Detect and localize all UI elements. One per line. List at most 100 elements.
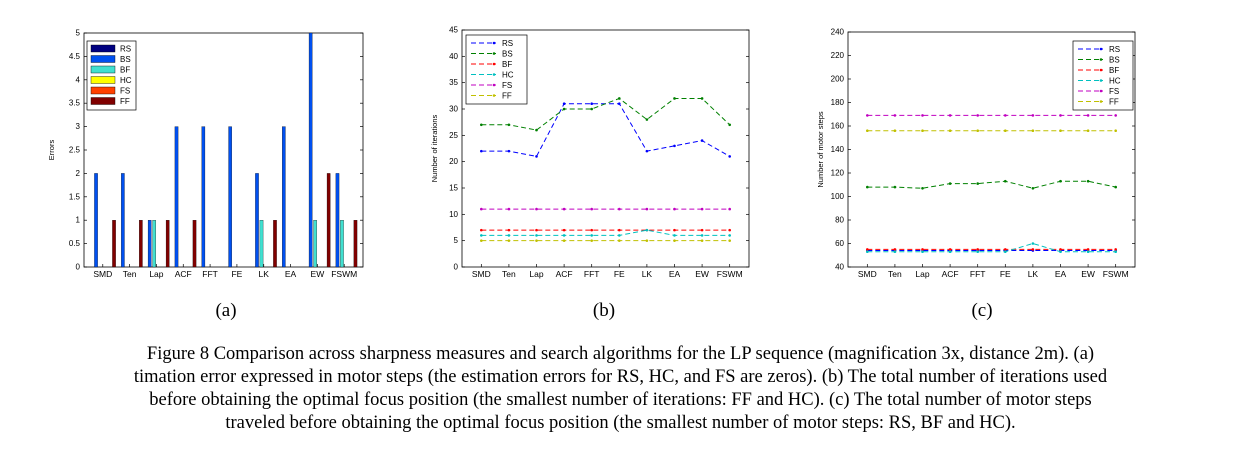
chart-a-ytick-label: 1 bbox=[76, 216, 81, 225]
chart-b-point bbox=[590, 228, 594, 232]
chart-b-point bbox=[535, 128, 538, 132]
chart-c-xtick-label: EA bbox=[1055, 269, 1067, 279]
chart-b-point bbox=[590, 234, 594, 237]
chart-b-series-line bbox=[481, 229, 730, 236]
chart-a-ytick-label: 0 bbox=[76, 263, 81, 272]
chart-b-point bbox=[700, 139, 704, 142]
chart-c-point bbox=[893, 114, 897, 117]
chart-a-legend-swatch bbox=[90, 86, 116, 95]
chart-c-point bbox=[1114, 129, 1117, 132]
chart-c-point bbox=[948, 248, 952, 251]
chart-c-ytick-label: 80 bbox=[835, 216, 844, 225]
chart-a-bar bbox=[201, 126, 206, 268]
chart-b-frame bbox=[461, 29, 750, 268]
chart-c-point bbox=[921, 129, 924, 132]
chart-b-point bbox=[507, 149, 511, 153]
chart-c-point bbox=[921, 114, 924, 117]
chart-a-bar bbox=[273, 220, 277, 268]
chart-a-bar bbox=[282, 126, 286, 268]
chart-b-legend-box bbox=[465, 34, 528, 105]
chart-b-point bbox=[645, 239, 649, 242]
chart-a-bar bbox=[340, 220, 344, 268]
chart-b-point bbox=[645, 228, 649, 232]
chart-b-point bbox=[590, 207, 594, 211]
chart-c-point bbox=[1031, 114, 1035, 117]
chart-b-point bbox=[617, 234, 621, 237]
chart-c-xtick-label: SMD bbox=[858, 269, 877, 279]
chart-a-ytick-label: 5 bbox=[76, 29, 81, 38]
chart-a-xtick-label: FE bbox=[231, 269, 242, 279]
chart-a-legend-swatch bbox=[90, 76, 116, 84]
chart-c-point bbox=[1114, 250, 1117, 254]
chart-b-point bbox=[617, 228, 621, 232]
chart-c-legend-box bbox=[1072, 40, 1134, 111]
chart-a-xtick-label: SMD bbox=[93, 269, 112, 279]
chart-b-point bbox=[590, 239, 594, 242]
chart-a-bar bbox=[165, 220, 170, 268]
chart-b-point bbox=[480, 123, 483, 127]
chart-b-point bbox=[507, 228, 511, 232]
chart-c-xtick-label: FSWM bbox=[1103, 269, 1129, 279]
chart-c-ylabel: Number of motor steps bbox=[816, 111, 825, 188]
chart-c-legend-label: HC bbox=[1109, 77, 1121, 86]
chart-b-point bbox=[535, 234, 538, 237]
chart-a-ytick-label: 0.5 bbox=[69, 239, 81, 248]
chart-a-xtick-label: EA bbox=[285, 269, 297, 279]
chart-b-point bbox=[700, 239, 704, 242]
chart-c-point bbox=[1059, 248, 1062, 251]
chart-b-point bbox=[590, 107, 594, 111]
chart-c-ytick-label: 60 bbox=[835, 239, 844, 248]
chart-a-errors: 0 0.5 1 1.5 2 2.5 3 3.5 4 4.5 5 Errors SMD Ten Lap ACF F… bbox=[47, 26, 1136, 279]
chart-b-point bbox=[562, 228, 566, 232]
chart-a-bar bbox=[335, 173, 340, 268]
chart-b-ytick-label: 40 bbox=[449, 52, 458, 61]
chart-b-point bbox=[535, 228, 538, 232]
chart-a-bar bbox=[121, 173, 125, 268]
chart-b-point bbox=[562, 207, 566, 211]
chart-b-point bbox=[507, 239, 511, 242]
chart-b-xtick-label: FSWM bbox=[717, 269, 743, 279]
chart-c-ytick-label: 200 bbox=[831, 75, 845, 84]
chart-b-xtick-label: ACF bbox=[556, 269, 573, 279]
chart-b-point bbox=[617, 97, 621, 100]
chart-b-xtick-label: Lap bbox=[529, 269, 543, 279]
chart-c-legend-label: RS bbox=[1109, 45, 1120, 54]
chart-a-bar bbox=[152, 220, 156, 268]
caption-line: timation error expressed in motor steps … bbox=[133, 367, 1108, 387]
chart-c-ytick-label: 40 bbox=[835, 263, 844, 272]
chart-b-point bbox=[645, 118, 649, 121]
chart-a-legend-label: RS bbox=[120, 45, 131, 54]
chart-c-point bbox=[1031, 186, 1035, 190]
chart-c-point bbox=[1059, 179, 1062, 183]
chart-a-xtick-label: Lap bbox=[149, 269, 163, 279]
chart-a-ytick-label: 1.5 bbox=[69, 192, 81, 201]
chart-a-ytick-label: 2.5 bbox=[69, 146, 81, 155]
chart-c-point bbox=[1003, 114, 1007, 117]
chart-b-legend-label: FS bbox=[502, 81, 512, 90]
chart-c-legend-marker bbox=[1099, 89, 1103, 93]
chart-c-point bbox=[1086, 250, 1090, 254]
chart-a-bar bbox=[255, 173, 259, 268]
chart-b-point bbox=[673, 97, 676, 100]
chart-a-bar bbox=[228, 126, 232, 268]
chart-c-point bbox=[1031, 242, 1035, 245]
chart-c-point bbox=[1086, 248, 1090, 251]
chart-c-point bbox=[976, 114, 980, 117]
chart-b-ytick-label: 0 bbox=[454, 263, 459, 272]
chart-b-ytick-label: 10 bbox=[449, 210, 458, 219]
chart-b-point bbox=[673, 234, 676, 237]
chart-c-xtick-label: EW bbox=[1081, 269, 1095, 279]
chart-a-xtick-label: LK bbox=[259, 269, 270, 279]
chart-c-point bbox=[1031, 129, 1035, 132]
chart-b-ytick-label: 15 bbox=[449, 184, 458, 193]
chart-c-legend-marker bbox=[1099, 58, 1103, 61]
chart-c-legend-label: BS bbox=[1109, 56, 1120, 65]
chart-a-xtick-label: FFT bbox=[202, 269, 218, 279]
chart-c-point bbox=[976, 129, 980, 132]
figure-caption: Figure 8 Comparison across sharpness mea… bbox=[0, 343, 1241, 435]
chart-c-point bbox=[866, 185, 869, 189]
chart-b-xtick-label: EW bbox=[695, 269, 709, 279]
chart-b-point bbox=[728, 228, 731, 232]
chart-b-point bbox=[480, 149, 483, 153]
chart-c-point bbox=[1003, 248, 1007, 251]
